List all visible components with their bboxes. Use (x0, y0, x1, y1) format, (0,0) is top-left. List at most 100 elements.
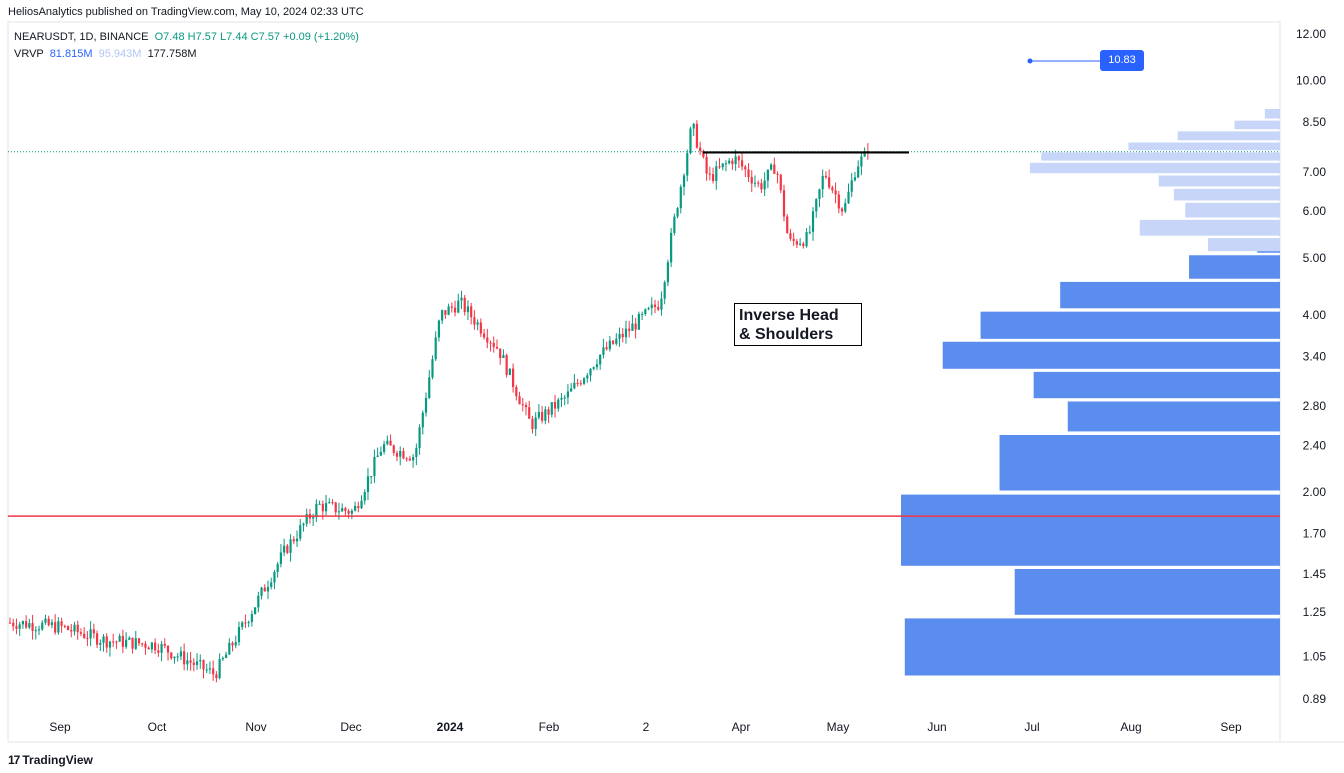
price-tag[interactable]: 10.83 (1100, 50, 1144, 71)
candle-body (673, 216, 676, 233)
candle-body (805, 232, 808, 247)
candle-body (808, 231, 811, 233)
candle-body (847, 191, 850, 204)
candle-body (489, 342, 492, 344)
time-axis[interactable]: Sep Oct Nov Dec 2024 Feb 2 Apr May Jun Jul Aug Sep (49, 720, 1242, 734)
candle-body (550, 402, 553, 415)
candle-body (137, 638, 141, 644)
candle-body (715, 166, 718, 181)
candle-body (663, 282, 666, 299)
candle-body (76, 624, 79, 633)
candle-body (437, 320, 441, 338)
candle-body (708, 173, 711, 175)
candle-body (647, 308, 650, 310)
candle-body (331, 502, 334, 504)
candle-body (731, 160, 734, 165)
candle-body (125, 639, 128, 647)
candle-body (473, 317, 476, 325)
vrvp-legend: VRVP 81.815M 95.943M 177.758M (14, 48, 197, 60)
vrvp-label[interactable]: VRVP (14, 48, 44, 60)
candle-body (386, 440, 389, 445)
candle-body (482, 333, 486, 338)
symbol-info[interactable]: NEARUSDT, 1D, BINANCE (14, 31, 149, 43)
candle-body (602, 347, 605, 355)
candle-body (376, 455, 379, 457)
candle-body (415, 448, 418, 458)
candle-body (179, 651, 183, 657)
time-tick-label: Sep (49, 720, 71, 734)
annotation-line-1: Inverse Head (739, 307, 839, 324)
volume-profile-bar (1060, 281, 1280, 309)
candle-body (782, 190, 786, 217)
volume-profile-bar (980, 311, 1280, 339)
candle-body (231, 642, 234, 646)
pattern-annotation[interactable]: Inverse Head & Shoulders (734, 303, 862, 346)
candle-body (476, 322, 479, 325)
candle-body (247, 622, 250, 624)
candle-body (208, 668, 212, 670)
candle-body (844, 203, 847, 212)
candle-body (160, 643, 163, 653)
candle-body (776, 173, 779, 175)
time-tick-label: Dec (340, 720, 361, 734)
candle-body (105, 636, 108, 648)
candle-body (682, 175, 686, 187)
candle-body (447, 306, 450, 315)
candle-body (624, 328, 628, 338)
candle-body (424, 397, 428, 413)
candle-body (241, 622, 244, 627)
candle-body (479, 322, 482, 334)
candle-body (395, 452, 399, 457)
price-axis[interactable]: 12.00 10.00 8.50 7.00 6.00 5.00 4.00 3.40 2.80 2.… (1296, 27, 1326, 706)
volume-profile-bar (1234, 120, 1280, 130)
candle-body (495, 346, 499, 349)
candle-body (315, 503, 318, 518)
candle-body (289, 539, 292, 553)
candle-body (466, 306, 470, 313)
candle-body (224, 654, 228, 658)
volume-profile-bar (942, 341, 1280, 369)
candle-body (412, 457, 415, 461)
candle-body (850, 180, 853, 192)
time-tick-label: May (827, 720, 850, 734)
volume-profile-bar (904, 618, 1280, 676)
candle-body (379, 451, 382, 456)
candle-body (457, 300, 460, 313)
candle-body (512, 368, 515, 388)
price-tick-label: 0.89 (1303, 692, 1327, 706)
candle-body (266, 586, 270, 592)
candle-body (760, 183, 763, 190)
candle-body (95, 633, 99, 645)
candle-body (824, 175, 828, 178)
candle-body (799, 243, 802, 245)
candles (8, 120, 869, 683)
price-tick-label: 1.25 (1303, 605, 1327, 619)
candle-body (837, 194, 840, 209)
candle-body (679, 186, 682, 209)
candle-body (173, 656, 176, 659)
candle-body (131, 637, 134, 649)
candle-body (699, 147, 702, 152)
price-tag-anchor[interactable] (1027, 58, 1033, 64)
tradingview-brand[interactable]: 17 TradingView (8, 753, 93, 767)
candle-body (292, 539, 295, 542)
time-tick-label: Sep (1220, 720, 1242, 734)
candle-body (218, 659, 221, 679)
candle-body (302, 523, 305, 526)
candle-body (176, 656, 179, 658)
price-tick-label: 4.00 (1303, 308, 1327, 322)
price-tick-label: 5.00 (1303, 251, 1327, 265)
candle-body (15, 626, 18, 629)
candle-body (628, 328, 631, 331)
price-tick-label: 7.00 (1303, 165, 1327, 179)
candle-body (286, 545, 289, 553)
candle-body (692, 123, 695, 129)
candle-body (579, 383, 582, 385)
candle-body (363, 492, 366, 501)
candle-body (44, 618, 47, 623)
candle-body (37, 629, 41, 631)
candle-body (686, 153, 689, 176)
candle-body (273, 571, 276, 583)
candle-body (257, 595, 260, 608)
